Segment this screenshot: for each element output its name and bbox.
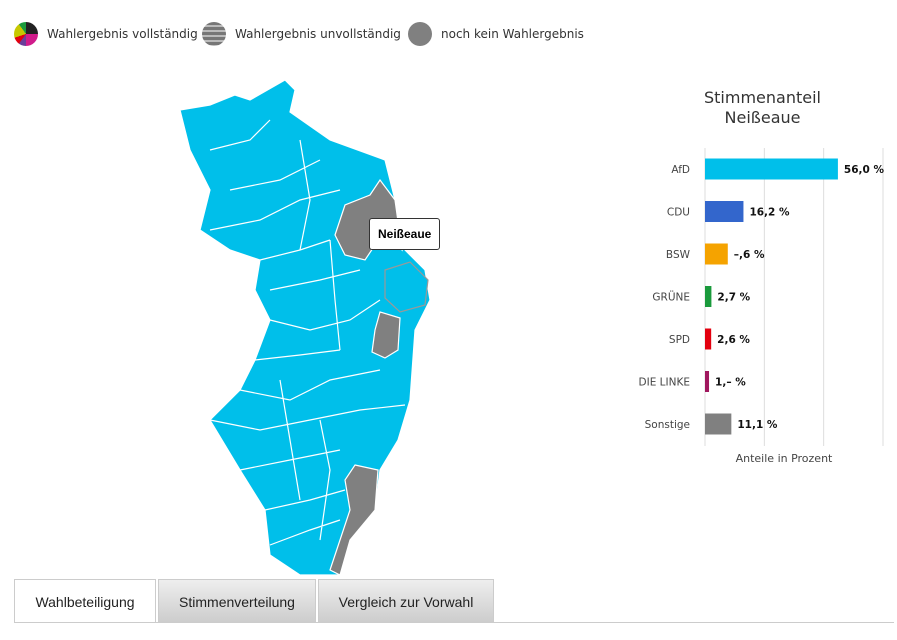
legend-label: Wahlergebnis unvollständig [235, 27, 401, 41]
data-label: –,6 % [734, 249, 765, 261]
map-region [329, 464, 379, 576]
legend-label: noch kein Wahlergebnis [441, 27, 584, 41]
data-label: 11,1 % [737, 419, 778, 431]
bar [705, 413, 732, 435]
bar [705, 158, 838, 180]
bar [705, 243, 728, 265]
data-label: 56,0 % [844, 164, 885, 176]
tab[interactable]: Wahlbeteiligung [14, 579, 156, 623]
tooltip: Neißeaue [369, 218, 441, 250]
y-tick-label: DIE LINKE [639, 377, 690, 389]
data-label: 16,2 % [749, 207, 790, 219]
y-tick-label: BSW [666, 249, 691, 261]
y-tick-label: AfD [671, 164, 690, 176]
legend-item: Wahlergebnis vollständig [14, 22, 198, 46]
bar [705, 201, 744, 222]
x-axis-label: Anteile in Prozent [736, 452, 833, 465]
legend-item: Wahlergebnis unvollständig [202, 22, 401, 46]
map-region [384, 261, 429, 313]
district-borders [209, 119, 406, 546]
y-tick-label: CDU [667, 207, 690, 219]
bar [705, 328, 712, 350]
tab-baseline [14, 622, 894, 623]
data-label: 2,6 % [717, 334, 750, 346]
y-tick-label: SPD [669, 334, 690, 346]
data-label: 1,– % [715, 377, 746, 389]
y-tick-label: Sonstige [645, 419, 690, 431]
chart-title: Stimmenanteil Neißeaue [704, 88, 821, 127]
map [179, 79, 431, 576]
bar [705, 371, 710, 392]
legend-item: noch kein Wahlergebnis [408, 22, 584, 46]
bar [705, 286, 712, 307]
map-region [371, 311, 401, 359]
tab[interactable]: Stimmenverteilung [158, 579, 316, 623]
tab[interactable]: Vergleich zur Vorwahl [318, 579, 494, 623]
data-label: 2,7 % [717, 292, 750, 304]
legend-label: Wahlergebnis vollständig [47, 27, 198, 41]
y-tick-label: GRÜNE [652, 291, 690, 304]
